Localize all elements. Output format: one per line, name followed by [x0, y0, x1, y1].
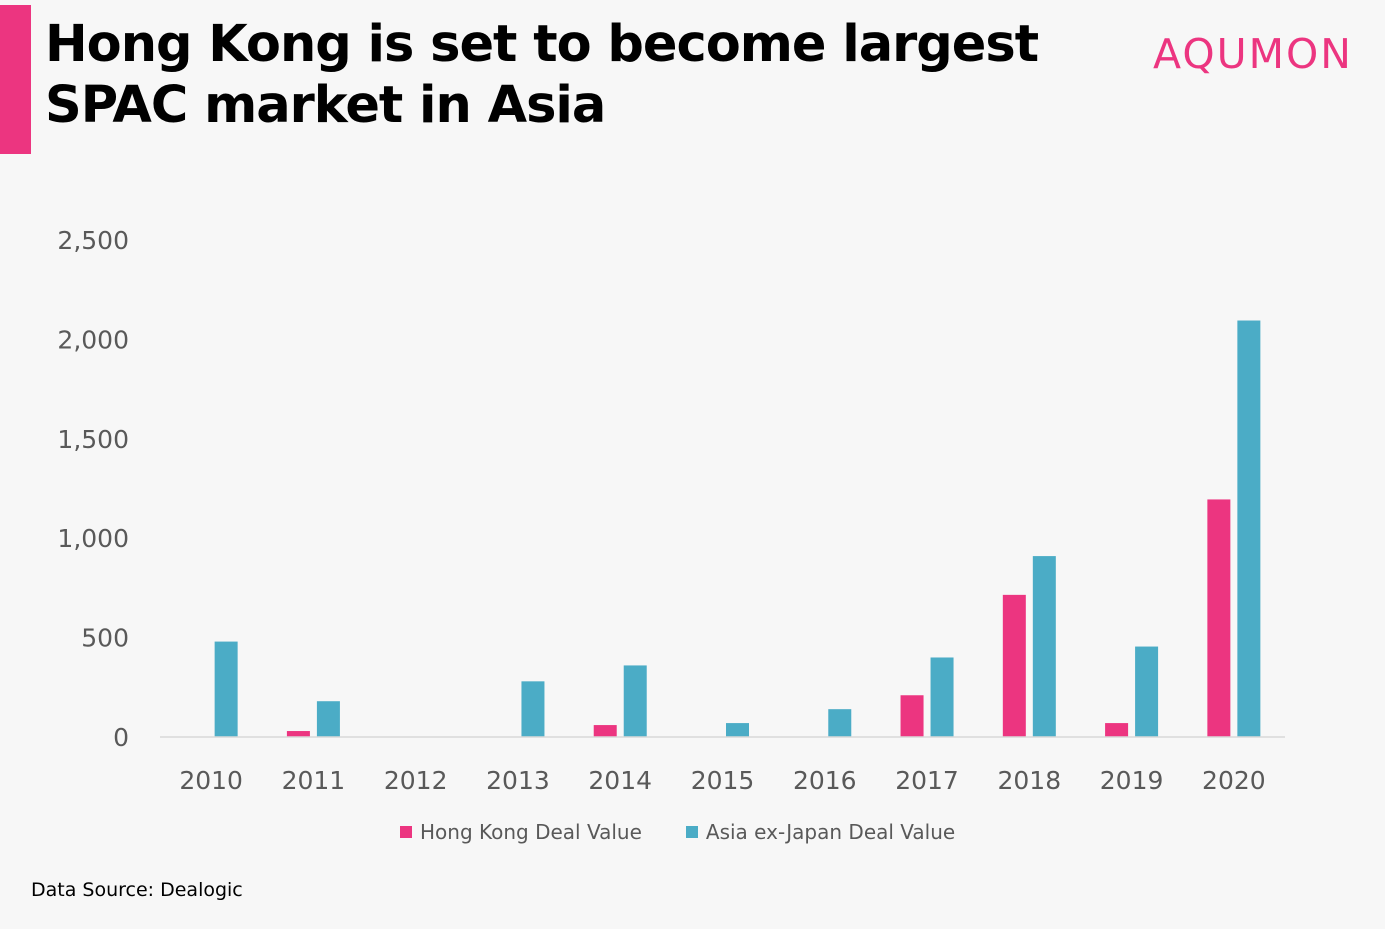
bar-hong-kong-2020 — [1207, 499, 1231, 737]
bar-asia-ex-japan-2011 — [316, 701, 340, 737]
data-source-note: Data Source: Dealogic — [31, 879, 243, 901]
chart-legend: Hong Kong Deal Value Asia ex-Japan Deal … — [400, 820, 955, 844]
legend-label-hong-kong: Hong Kong Deal Value — [420, 820, 642, 844]
bar-hong-kong-2019 — [1105, 723, 1129, 737]
x-tick-label: 2017 — [895, 766, 959, 795]
bar-hong-kong-2017 — [900, 695, 924, 737]
bar-asia-ex-japan-2013 — [521, 681, 545, 737]
bar-asia-ex-japan-2010 — [214, 641, 238, 737]
x-tick-label: 2011 — [282, 766, 346, 795]
x-tick-label: 2019 — [1100, 766, 1164, 795]
x-tick-label: 2012 — [384, 766, 448, 795]
y-tick-label: 1,500 — [57, 425, 129, 454]
bar-hong-kong-2011 — [286, 731, 310, 737]
y-tick-label: 0 — [113, 723, 129, 752]
y-tick-label: 500 — [81, 624, 129, 653]
x-tick-label: 2018 — [998, 766, 1062, 795]
legend-item-hong-kong: Hong Kong Deal Value — [400, 820, 642, 844]
legend-swatch-asia-ex-japan — [685, 826, 698, 838]
y-tick-label: 2,000 — [57, 325, 129, 354]
brand-logo: AQUMON — [1153, 30, 1353, 78]
y-tick-label: 2,500 — [57, 226, 129, 255]
bar-asia-ex-japan-2017 — [930, 657, 954, 737]
bar-asia-ex-japan-2015 — [726, 723, 749, 737]
bar-asia-ex-japan-2014 — [623, 665, 647, 737]
x-tick-label: 2015 — [691, 766, 755, 795]
legend-label-asia-ex-japan: Asia ex-Japan Deal Value — [705, 820, 956, 844]
bar-asia-ex-japan-2020 — [1237, 320, 1261, 737]
x-tick-label: 2013 — [486, 766, 550, 795]
title-accent-bar — [0, 5, 31, 154]
bar-hong-kong-2014 — [593, 725, 617, 737]
bar-asia-ex-japan-2019 — [1135, 646, 1159, 737]
bar-asia-ex-japan-2016 — [828, 709, 852, 737]
x-tick-label: 2014 — [588, 766, 652, 795]
x-tick-label: 2016 — [793, 766, 857, 795]
legend-swatch-hong-kong — [400, 826, 412, 838]
bar-asia-ex-japan-2018 — [1032, 556, 1056, 737]
page-title: Hong Kong is set to become largest SPAC … — [45, 15, 1039, 135]
x-tick-label: 2010 — [179, 766, 243, 795]
y-tick-label: 1,000 — [57, 524, 129, 553]
bar-hong-kong-2018 — [1002, 594, 1026, 737]
legend-item-asia-ex-japan: Asia ex-Japan Deal Value — [685, 820, 956, 844]
x-tick-label: 2020 — [1202, 766, 1266, 795]
